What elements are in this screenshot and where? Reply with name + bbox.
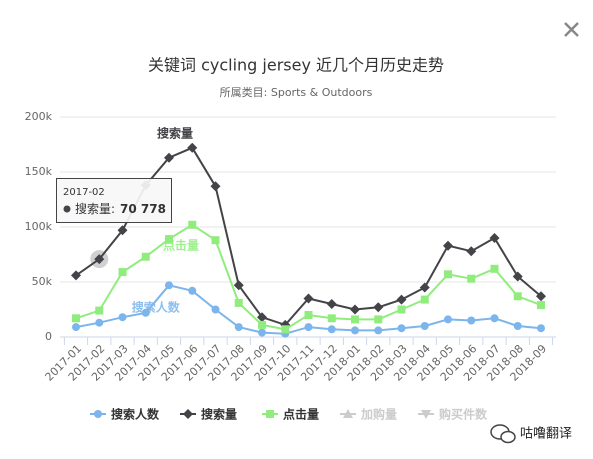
point [489,233,500,243]
legend-item[interactable]: 搜索量 [180,407,237,422]
point [211,305,220,314]
watermark-icon [500,430,516,444]
point [72,314,80,323]
tooltip-box [56,178,172,223]
y-tick-label: 0 [45,330,52,343]
point [443,240,453,251]
legend-item[interactable]: 点击量 [262,407,319,422]
point [374,326,383,335]
legend-symbol [343,409,353,418]
point [165,281,173,290]
legend-item[interactable]: 搜索人数 [90,407,160,422]
point [419,282,430,293]
point [233,280,244,291]
y-tick-label: 200k [25,110,53,123]
annotation: 点击量 [163,237,199,252]
point [490,314,499,323]
point [444,270,452,279]
point [351,326,359,335]
point [326,299,337,309]
point [374,315,383,324]
y-tick-label: 100k [25,220,53,233]
point [164,152,174,163]
y-tick-label: 150k [25,165,53,178]
annotation: 搜索量 [157,125,193,140]
point [327,314,336,323]
legend-label: 购买件数 [439,407,488,422]
point [397,324,406,333]
point [188,220,197,229]
point [467,274,476,283]
point [537,301,545,310]
point [537,324,545,333]
legend-symbol [183,409,193,419]
point [512,271,523,282]
point [281,325,290,334]
point [327,325,336,334]
point [95,318,104,327]
point [118,268,127,277]
point [397,305,406,314]
point [234,298,243,307]
watermark-text: 咕噜翻译 [520,426,572,442]
point [351,315,359,324]
point [304,323,313,332]
point [350,304,360,315]
point [258,320,266,329]
point [373,302,384,313]
point [211,236,220,245]
point [513,292,522,301]
point [71,270,81,281]
point [466,246,477,257]
watermark: 咕噜翻译 [490,424,572,444]
point [304,311,313,319]
legend-item[interactable]: 购买件数 [418,407,488,422]
point [420,322,429,330]
point [234,323,243,332]
point [141,308,150,317]
annotation: 搜索人数 [132,299,181,314]
legend-label: 搜索量 [201,407,237,422]
tooltip-series: 搜索量: [75,201,115,216]
point [257,312,267,323]
point [513,322,522,330]
close-button[interactable] [564,22,579,37]
point [420,295,429,304]
point [188,286,197,295]
point [303,293,314,304]
point [187,142,198,153]
tooltip: 2017-02 搜索量: 70 778 [56,178,172,223]
hover-halo [90,250,109,269]
tooltip-value: 搜索量: 70 778 [75,201,166,216]
point [141,252,150,261]
point [258,328,266,337]
point [444,315,452,324]
point [467,316,476,325]
tooltip-bullet [63,205,71,213]
point [118,313,127,322]
close-stroke [564,22,579,37]
legend-label: 点击量 [283,407,319,422]
chart-title: 关键词 cycling jersey 近几个月历史走势 [148,56,444,75]
chart-subtitle: 所属类目: Sports & Outdoors [220,85,373,99]
tooltip-category: 2017-02 [63,187,105,198]
legend-label: 加购量 [360,407,397,422]
legend-symbol [94,410,102,418]
point [94,254,105,265]
point [165,235,173,244]
legend-symbol [266,410,274,418]
point [210,181,221,192]
point [95,306,104,315]
point [490,264,499,273]
tooltip-number: 70 778 [120,202,166,216]
point [117,225,128,236]
legend-symbol [421,410,431,419]
point [72,323,80,332]
point [536,291,546,302]
point [396,294,407,305]
y-tick-label: 50k [32,275,53,288]
legend-label: 搜索人数 [111,407,160,422]
legend-item[interactable]: 加购量 [340,407,397,422]
